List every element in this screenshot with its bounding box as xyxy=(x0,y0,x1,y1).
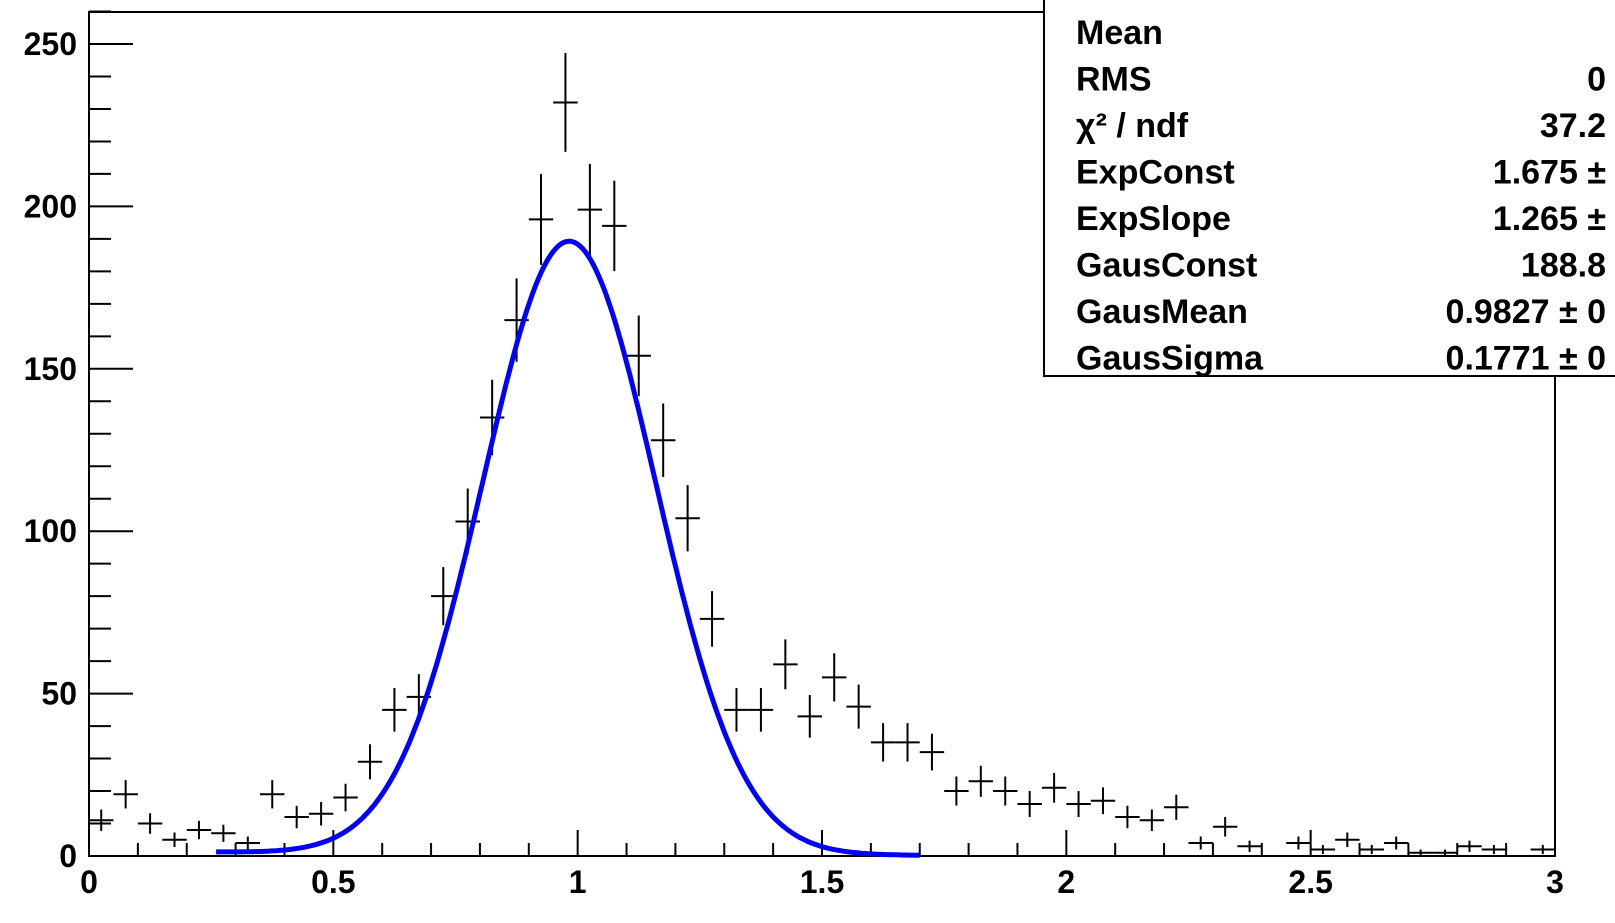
x-tick-label: 2.5 xyxy=(1288,864,1332,900)
data-point xyxy=(993,776,1018,806)
data-point xyxy=(895,723,920,762)
data-point xyxy=(626,315,651,397)
data-point xyxy=(1237,840,1262,852)
data-point xyxy=(797,695,822,738)
stats-box-frame xyxy=(1043,0,1615,377)
data-point xyxy=(235,836,261,850)
y-tick-label: 250 xyxy=(24,26,77,62)
data-point xyxy=(211,824,236,842)
stats-rows: Mean RMS 0 χ² / ndf 37.2 ExpConst 1.675 ± ExpSl… xyxy=(1076,14,1606,378)
stats-label: GausSigma xyxy=(1076,340,1264,378)
axis-ticks xyxy=(88,10,1556,857)
stats-label: GausMean xyxy=(1076,293,1248,331)
y-tick-label: 0 xyxy=(59,838,77,874)
data-point xyxy=(284,805,309,829)
data-point xyxy=(944,776,969,806)
data-point xyxy=(1432,849,1458,856)
data-point xyxy=(162,832,187,848)
data-point xyxy=(919,733,945,771)
stats-label: ExpSlope xyxy=(1076,200,1231,238)
data-point xyxy=(260,780,285,809)
stats-label: GausConst xyxy=(1076,247,1257,285)
x-tick-label: 1 xyxy=(569,864,587,900)
data-point xyxy=(577,163,603,256)
data-point xyxy=(357,744,383,780)
x-tick-label: 0 xyxy=(80,864,98,900)
data-point xyxy=(333,783,358,812)
data-point xyxy=(113,780,138,809)
y-tick-label: 50 xyxy=(41,676,77,712)
data-point xyxy=(1286,836,1311,850)
x-tick-label: 1.5 xyxy=(800,864,844,900)
stats-label: ExpConst xyxy=(1076,154,1235,192)
data-point xyxy=(1090,787,1116,815)
data-point xyxy=(748,688,774,732)
stats-box: Mean RMS 0 χ² / ndf 37.2 ExpConst 1.675 ± ExpSl… xyxy=(1043,0,1615,378)
stats-value: 0 xyxy=(1587,61,1606,99)
x-tick-label: 0.5 xyxy=(311,864,355,900)
data-point xyxy=(1457,840,1482,852)
stats-label: RMS xyxy=(1076,61,1152,99)
stats-value: 37.2 xyxy=(1540,107,1606,145)
data-point xyxy=(675,485,700,552)
data-point xyxy=(1188,836,1213,850)
data-point xyxy=(1017,791,1042,818)
data-point xyxy=(773,639,798,690)
data-point xyxy=(1164,794,1189,820)
stats-label: Mean xyxy=(1076,14,1163,52)
data-point xyxy=(186,820,212,840)
data-point xyxy=(431,567,456,626)
data-point xyxy=(650,403,676,478)
data-point xyxy=(870,723,896,762)
data-point xyxy=(89,809,114,832)
data-point xyxy=(822,653,847,702)
y-tick-label: 150 xyxy=(24,351,77,387)
data-point xyxy=(382,688,407,732)
data-point xyxy=(1359,844,1384,855)
data-point xyxy=(846,684,871,729)
data-point xyxy=(553,52,578,152)
stats-value: 0.1771 ± 0 xyxy=(1446,340,1606,378)
data-point xyxy=(1212,817,1238,837)
axis-tick-labels: 0 0.5 1 1.5 2 2.5 3 0 50 100 150 200 250 xyxy=(24,26,1564,900)
data-point xyxy=(137,813,163,834)
data-point xyxy=(528,173,554,265)
stats-value: 1.265 ± xyxy=(1493,200,1606,238)
data-point xyxy=(1530,844,1555,855)
data-point xyxy=(699,591,725,647)
stats-value: 188.8 xyxy=(1521,247,1606,285)
data-point xyxy=(1481,844,1507,855)
data-point xyxy=(1310,844,1336,855)
stats-value: 1.675 ± xyxy=(1493,154,1606,192)
data-point xyxy=(1041,772,1067,803)
stats-value: 0.9827 ± 0 xyxy=(1446,293,1606,331)
data-point xyxy=(724,688,749,732)
fit-curve xyxy=(216,238,920,858)
stats-label: χ² / ndf xyxy=(1076,107,1189,145)
data-point xyxy=(1066,791,1091,818)
data-point xyxy=(602,180,627,272)
data-point xyxy=(1115,805,1140,829)
data-point xyxy=(308,802,334,826)
x-tick-label: 3 xyxy=(1546,864,1564,900)
data-point xyxy=(1408,849,1433,856)
y-tick-label: 100 xyxy=(24,513,77,549)
y-tick-label: 200 xyxy=(24,188,77,224)
data-point xyxy=(968,765,994,797)
data-point xyxy=(1139,809,1165,832)
data-point xyxy=(1335,832,1360,848)
data-point xyxy=(1383,836,1409,850)
x-tick-label: 2 xyxy=(1057,864,1075,900)
